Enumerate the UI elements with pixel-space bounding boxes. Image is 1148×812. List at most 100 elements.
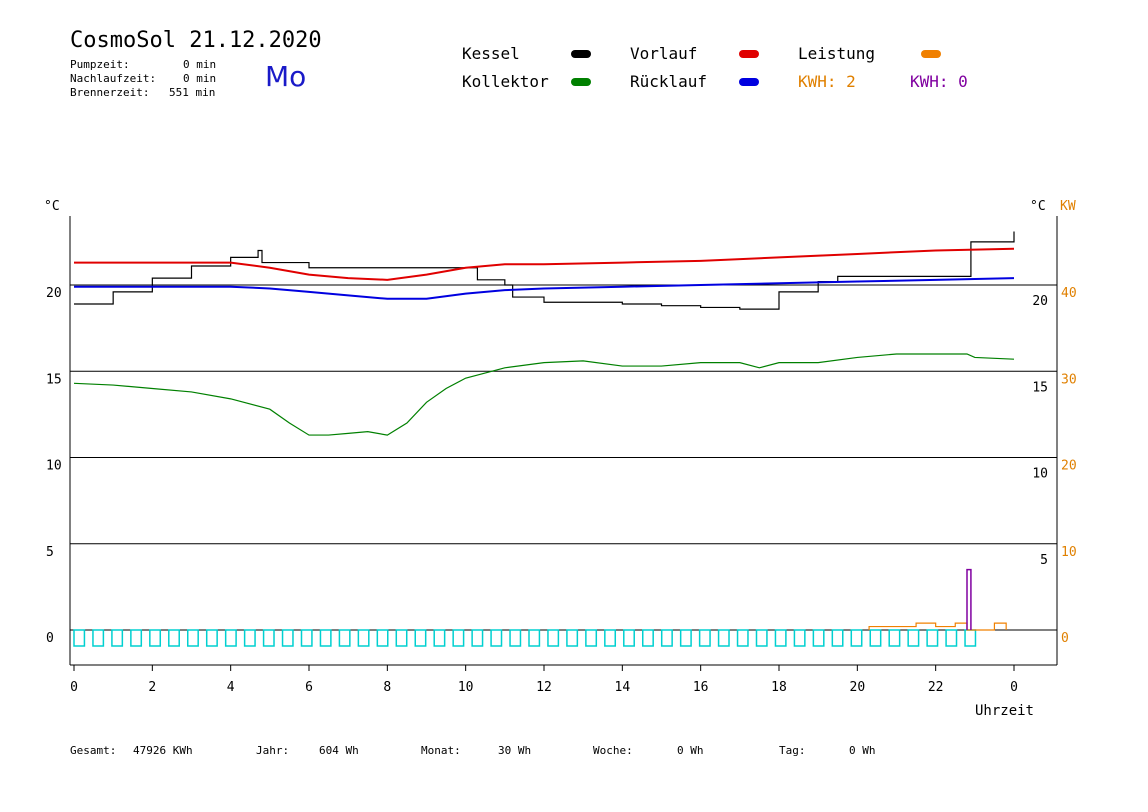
pump-cycle-mark <box>585 629 598 647</box>
x-tick-label: 6 <box>305 680 313 695</box>
pump-cycle-mark <box>395 629 408 647</box>
pump-cycle-mark <box>187 629 199 647</box>
pump-cycle-mark <box>755 629 768 647</box>
pump-cycle-mark <box>262 629 275 647</box>
y-tick-left: 20 <box>46 286 62 301</box>
y-unit-kw: KW <box>1060 199 1076 214</box>
pump-cycle-mark <box>92 629 105 647</box>
pump-cycle-mark <box>130 629 143 647</box>
pump-cycle-mark <box>224 629 237 647</box>
y-tick-right: 5 <box>1040 553 1048 568</box>
pump-cycle-mark <box>717 629 730 647</box>
pump-cycle-mark <box>452 629 465 647</box>
pump-cycle-mark <box>679 629 692 647</box>
pump-cycle-mark <box>642 629 654 647</box>
y-tick-left: 15 <box>46 372 62 387</box>
legend-kollektor-label: Kollektor <box>462 72 549 91</box>
series-line-leistung <box>868 622 1007 631</box>
legend-vorlauf-label: Vorlauf <box>630 44 698 63</box>
series-line-ruecklauf <box>74 277 1015 300</box>
x-tick-label: 16 <box>693 680 709 695</box>
series-line-kessel <box>74 231 1015 310</box>
legend-kessel-label: Kessel <box>462 44 520 63</box>
x-tick-label: 0 <box>70 680 78 695</box>
pump-cycle-mark <box>888 629 901 647</box>
pump-cycle-mark <box>850 629 863 647</box>
x-tick-label: 4 <box>227 680 235 695</box>
legend-leistung-label: Leistung <box>798 44 876 63</box>
legend-kessel-swatch <box>571 50 591 58</box>
pump-cycle-mark <box>926 629 939 647</box>
pump-cycle-mark <box>547 629 560 647</box>
pump-cycle-mark <box>660 629 673 647</box>
pump-cycle-mark <box>964 629 977 647</box>
footer-jahr-label: Jahr: <box>256 744 290 757</box>
stat-brennerzeit-label: Brennerzeit: <box>70 86 150 99</box>
pump-cycle-mark <box>414 629 427 647</box>
legend-vorlauf-swatch <box>739 50 759 58</box>
y-tick-kw: 40 <box>1061 286 1077 301</box>
footer-monat-value: 30 Wh <box>498 744 532 757</box>
pump-cycle-mark <box>831 629 844 647</box>
y-tick-right: 10 <box>1032 467 1048 482</box>
pump-cycle-mark <box>205 629 218 647</box>
pump-cycle-mark <box>490 629 503 647</box>
x-tick-label: 8 <box>383 680 391 695</box>
legend-ruecklauf-swatch <box>739 78 759 86</box>
series-line-kollektor <box>73 353 1015 436</box>
footer-tag-label: Tag: <box>779 744 806 757</box>
pump-cycle-mark <box>907 629 920 647</box>
pump-cycle-mark <box>945 629 958 647</box>
footer-gesamt-label: Gesamt: <box>70 744 117 757</box>
stat-pumpzeit-value: 0 min <box>183 58 217 71</box>
pump-cycle-mark <box>111 629 124 647</box>
y-unit-right: °C <box>1030 199 1046 214</box>
pump-cycle-mark <box>300 629 313 647</box>
y-unit-left: °C <box>44 199 60 214</box>
kwh-total-a: KWH: 2 <box>798 72 856 91</box>
series-line-vorlauf <box>74 247 1015 281</box>
pump-cycle-mark <box>357 629 370 647</box>
footer-tag-value: 0 Wh <box>849 744 876 757</box>
pump-cycle-mark <box>812 629 825 647</box>
pump-cycle-mark <box>774 629 787 647</box>
legend-kollektor-swatch <box>571 78 591 86</box>
pump-cycle-mark <box>566 629 579 647</box>
y-tick-left: 10 <box>46 459 62 474</box>
stat-brennerzeit-value: 551 min <box>169 86 216 99</box>
chart-title: CosmoSol 21.12.2020 <box>70 28 322 53</box>
footer-jahr-value: 604 Wh <box>319 744 359 757</box>
x-axis-label: Uhrzeit <box>975 703 1034 719</box>
x-tick-label: 2 <box>148 680 156 695</box>
pump-cycle-mark <box>509 629 522 647</box>
weekday-label: Mo <box>265 60 307 93</box>
power-spike-mark <box>966 568 972 630</box>
y-tick-left: 0 <box>46 631 54 646</box>
kwh-total-b: KWH: 0 <box>910 72 968 91</box>
stat-pumpzeit-label: Pumpzeit: <box>70 58 130 71</box>
x-tick-label: 14 <box>615 680 631 695</box>
y-tick-kw: 0 <box>1061 631 1069 646</box>
legend-leistung-swatch <box>921 50 941 58</box>
pump-cycle-mark <box>243 629 256 647</box>
pump-cycle-mark <box>528 629 541 647</box>
footer-woche-value: 0 Wh <box>677 744 704 757</box>
y-tick-kw: 20 <box>1061 459 1077 474</box>
pump-cycle-mark <box>73 629 86 647</box>
pump-cycle-mark <box>433 629 446 647</box>
y-tick-right: 20 <box>1032 294 1048 309</box>
pump-cycle-mark <box>623 629 635 647</box>
y-tick-kw: 10 <box>1061 545 1077 560</box>
x-tick-label: 20 <box>850 680 866 695</box>
pump-cycle-mark <box>338 629 351 647</box>
x-tick-label: 0 <box>1010 680 1018 695</box>
pump-cycle-mark <box>736 629 749 647</box>
footer-gesamt-value: 47926 KWh <box>133 744 193 757</box>
stat-nachlaufzeit-value: 0 min <box>183 72 217 85</box>
footer-monat-label: Monat: <box>421 744 461 757</box>
pump-cycle-mark <box>698 629 711 647</box>
legend-ruecklauf-label: Rücklauf <box>630 72 708 91</box>
pump-cycle-mark <box>376 629 389 647</box>
pump-cycle-mark <box>793 629 806 647</box>
